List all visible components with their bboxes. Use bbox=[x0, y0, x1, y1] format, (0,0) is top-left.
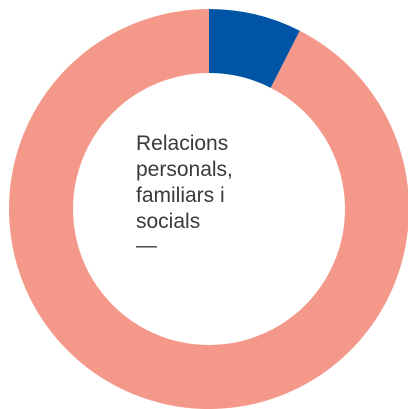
center-label-dash: — bbox=[136, 234, 157, 257]
slices-group bbox=[9, 9, 408, 409]
center-label-line-1: Relacions bbox=[136, 132, 229, 155]
center-label-line-4: socials bbox=[136, 210, 201, 233]
donut-slice-1 bbox=[209, 9, 300, 88]
center-label-line-2: personals, bbox=[136, 158, 233, 181]
center-label: Relacions personals, familiars i socials… bbox=[136, 131, 296, 259]
donut-slice-2 bbox=[9, 9, 408, 409]
center-label-line-3: familiars i bbox=[136, 184, 225, 207]
